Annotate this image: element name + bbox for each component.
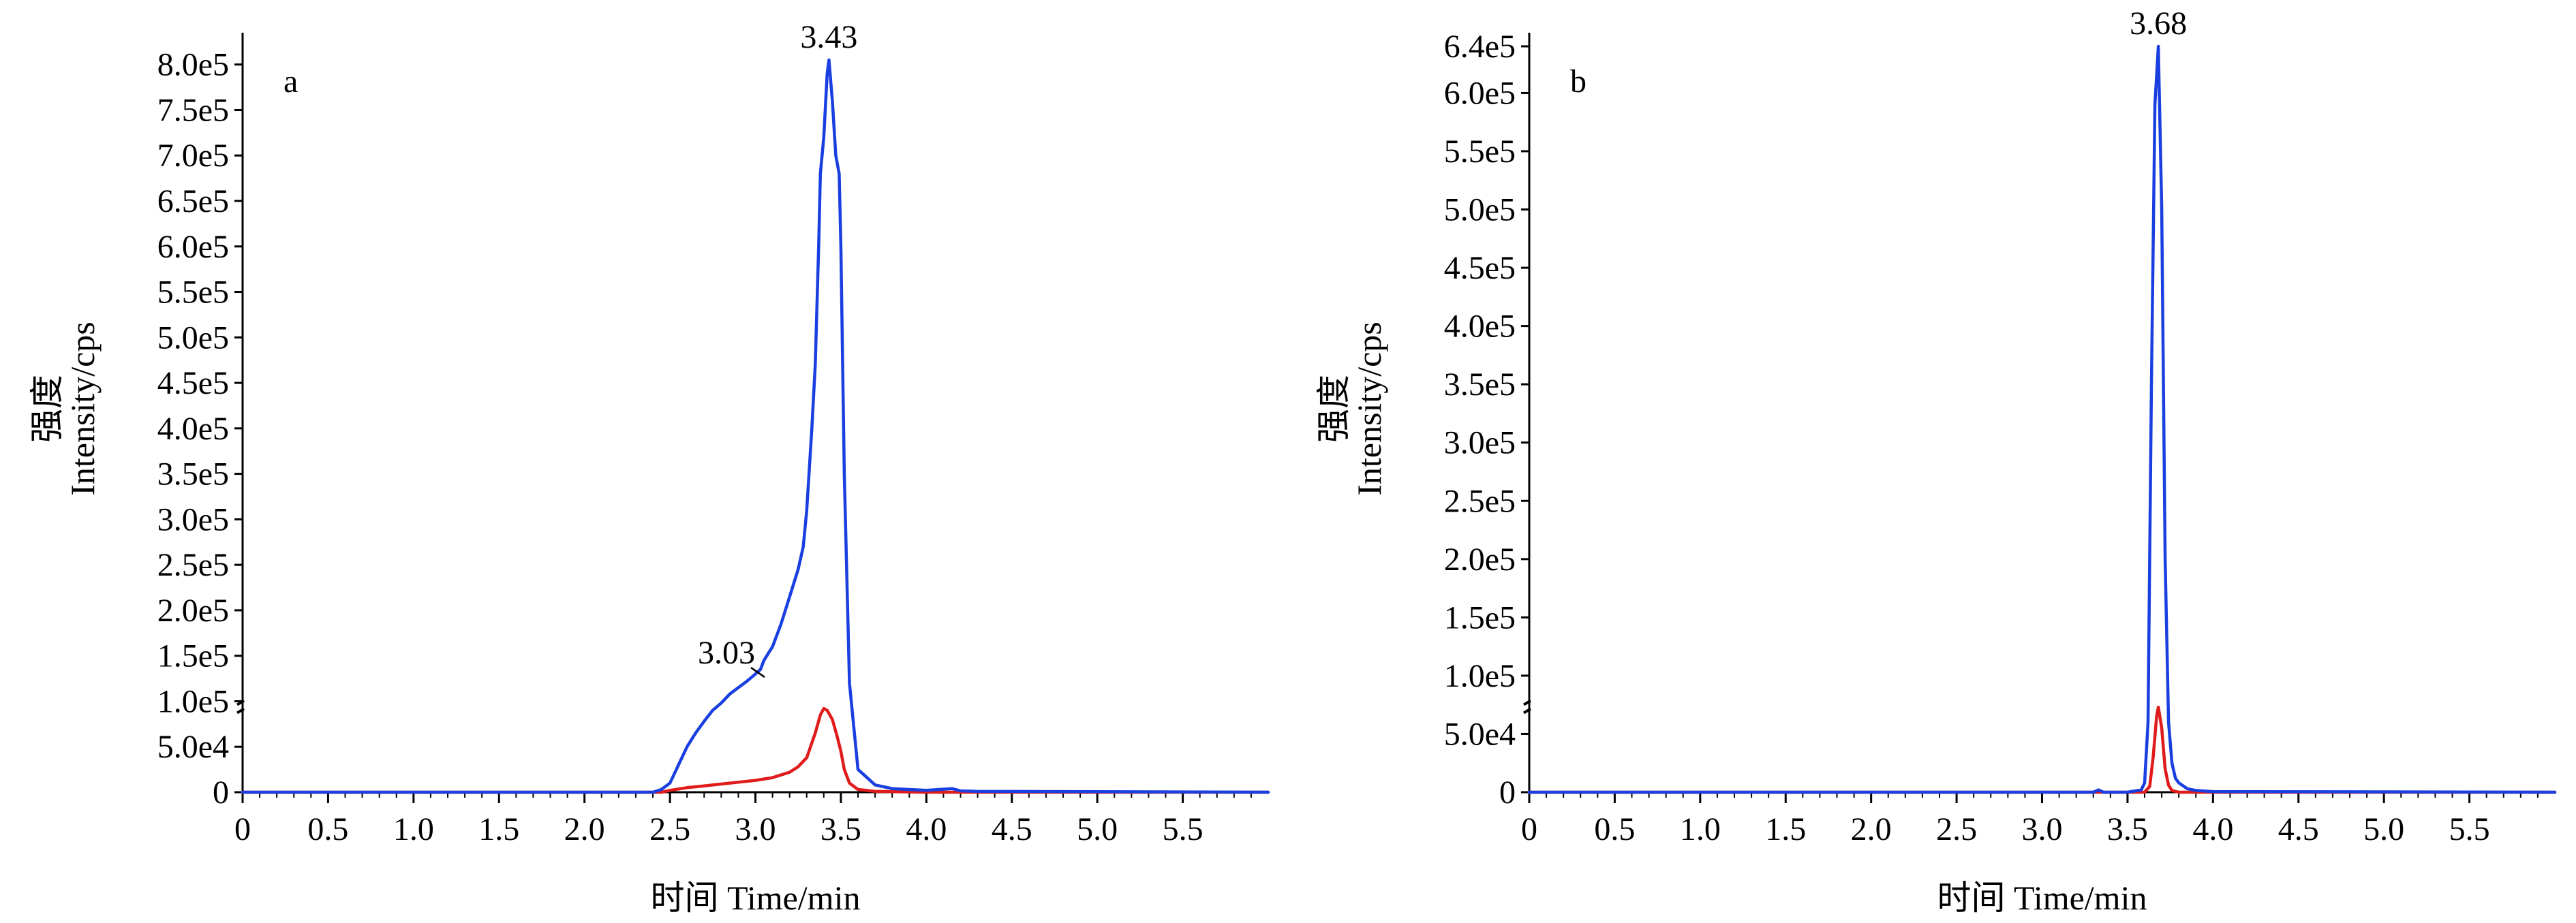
- x-tick-label-a: 2.0: [564, 811, 605, 847]
- y-tick-label-b: 3.0e5: [1444, 425, 1516, 461]
- panel-label-a: a: [283, 63, 298, 99]
- x-tick-label-b: 5.0: [2363, 811, 2404, 847]
- y-tick-label-b: 5.5e5: [1444, 134, 1516, 170]
- series-line-a-1: [241, 706, 1270, 794]
- y-axis-label-en-a: Intensity/cps: [63, 322, 102, 496]
- x-tick-label-b: 2.0: [1851, 811, 1892, 847]
- peak-annotation-leader-a: [750, 667, 765, 678]
- panel-label-b: b: [1570, 63, 1586, 99]
- chart-panel-b: 0 0.5 1.0 1.5 2.0 2.5 3.0 3.5 4.0 4.5 5.0 5.5 0 5.0e4…: [1315, 5, 2557, 917]
- y-tick-label-a: 7.5e5: [157, 92, 229, 128]
- y-tick-label-a: 5.0e4: [157, 729, 229, 765]
- axis-break-mark-b: [1522, 699, 1532, 715]
- x-tick-label-b: 1.5: [1765, 811, 1806, 847]
- y-tick-label-a: 6.5e5: [157, 183, 229, 219]
- x-tick-label-a: 3.0: [735, 811, 776, 847]
- x-tick-label-b: 3.0: [2022, 811, 2063, 847]
- x-tick-label-a: 4.0: [906, 811, 947, 847]
- y-tick-label-a: 7.0e5: [157, 138, 229, 174]
- x-tick-label-b: 0: [1521, 811, 1537, 847]
- y-tick-label-b: 2.5e5: [1444, 483, 1516, 519]
- x-tick-label-b: 1.0: [1680, 811, 1721, 847]
- x-tick-label-a: 5.0: [1077, 811, 1118, 847]
- x-tick-label-b: 4.5: [2278, 811, 2319, 847]
- y-tick-label-b: 1.0e5: [1444, 658, 1516, 694]
- x-axis-label-b: 时间 Time/min: [1937, 879, 2147, 917]
- y-tick-label-a: 4.0e5: [157, 411, 229, 447]
- y-tick-label-b: 0: [1499, 775, 1516, 811]
- series-line-b-0: [1527, 44, 2557, 794]
- x-tick-label-a: 1.5: [478, 811, 519, 847]
- y-tick-label-b: 4.5e5: [1444, 250, 1516, 286]
- axis-break-mark-a: [236, 699, 245, 715]
- y-tick-label-a: 6.0e5: [157, 229, 229, 265]
- y-tick-label-b: 5.0e5: [1444, 192, 1516, 228]
- x-tick-label-b: 5.5: [2449, 811, 2490, 847]
- y-tick-label-a: 2.0e5: [157, 593, 229, 629]
- y-tick-label-a: 0: [213, 775, 229, 811]
- x-tick-label-b: 4.0: [2192, 811, 2233, 847]
- x-tick-label-a: 5.5: [1163, 811, 1203, 847]
- series-line-b-1: [1527, 705, 2557, 794]
- x-tick-label-b: 3.5: [2107, 811, 2148, 847]
- x-tick-label-b: 0.5: [1594, 811, 1635, 847]
- y-tick-label-b: 1.5e5: [1444, 599, 1516, 636]
- x-tick-label-a: 1.0: [393, 811, 434, 847]
- y-axis-label-cn-a: 强度: [28, 375, 66, 443]
- x-tick-label-a: 2.5: [649, 811, 690, 847]
- peak-annotation-b: 3.68: [2130, 5, 2187, 42]
- y-tick-label-b: 4.0e5: [1444, 309, 1516, 345]
- y-tick-label-b: 6.4e5: [1444, 29, 1516, 65]
- x-tick-label-b: 2.5: [1936, 811, 1977, 847]
- peak-annotation-a: 3.03: [698, 635, 755, 671]
- y-tick-label-b: 6.0e5: [1444, 75, 1516, 111]
- y-tick-label-a: 1.5e5: [157, 638, 229, 674]
- y-tick-label-a: 4.5e5: [157, 365, 229, 401]
- y-tick-label-a: 1.0e5: [157, 683, 229, 719]
- y-tick-label-b: 3.5e5: [1444, 366, 1516, 403]
- y-tick-label-a: 5.0e5: [157, 319, 229, 356]
- x-tick-label-a: 0: [234, 811, 251, 847]
- x-tick-label-a: 4.5: [992, 811, 1032, 847]
- y-tick-label-b: 2.0e5: [1444, 542, 1516, 578]
- x-tick-label-a: 0.5: [307, 811, 348, 847]
- y-axis-label-en-b: Intensity/cps: [1350, 322, 1388, 496]
- x-tick-label-a: 3.5: [821, 811, 861, 847]
- y-tick-label-b: 5.0e4: [1444, 716, 1516, 752]
- peak-annotation-a: 3.43: [800, 19, 857, 55]
- y-tick-label-a: 8.0e5: [157, 47, 229, 83]
- y-tick-label-a: 3.0e5: [157, 501, 229, 537]
- y-tick-label-a: 3.5e5: [157, 456, 229, 492]
- x-axis-label-a: 时间 Time/min: [651, 879, 861, 917]
- chart-panel-a: 0 0.5 1.0 1.5 2.0 2.5 3.0 3.5 4.0 4.5 5.0 5.5 0 5.0e4…: [28, 19, 1270, 917]
- series-line-a-0: [241, 58, 1270, 794]
- y-tick-label-a: 5.5e5: [157, 275, 229, 311]
- y-axis-label-cn-b: 强度: [1315, 375, 1353, 443]
- y-tick-label-a: 2.5e5: [157, 547, 229, 583]
